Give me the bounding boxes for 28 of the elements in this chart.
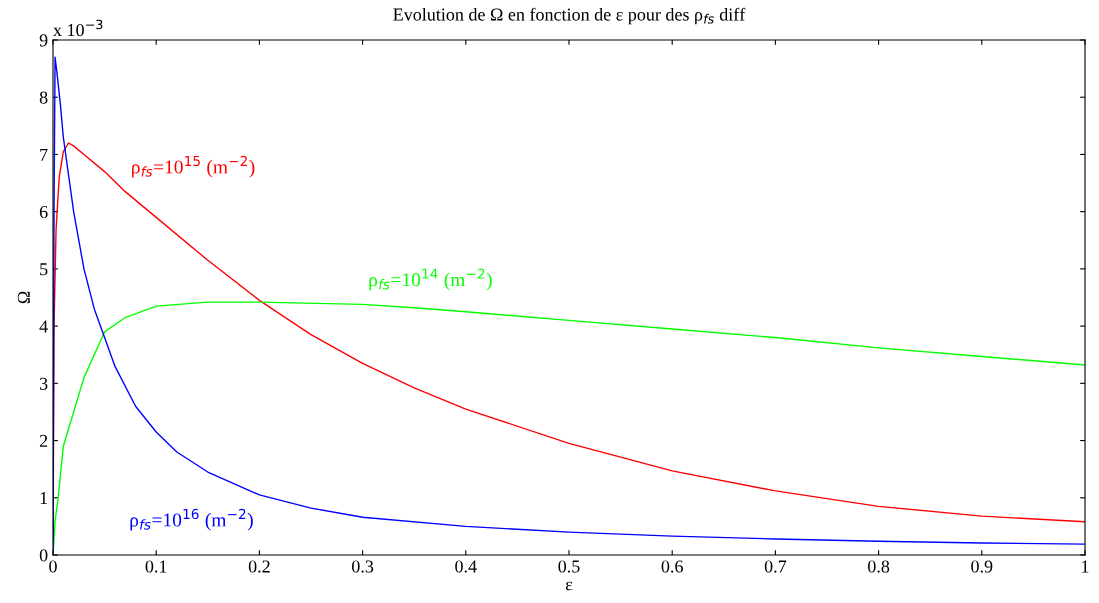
x-tick-label: 0 bbox=[49, 560, 57, 573]
y-tick-label: 3 bbox=[39, 377, 48, 390]
x-axis-title: ε bbox=[565, 581, 573, 591]
annotation: ρ$_{fs}$=10$^{16}$ (m$^{−2}$) bbox=[130, 508, 253, 531]
y-tick-label: 7 bbox=[40, 148, 48, 161]
y-tick-label: 9 bbox=[39, 34, 48, 47]
annotation: ρ$_{fs}$=10$^{14}$ (m$^{−2}$) bbox=[369, 268, 492, 291]
y-tick-label: 2 bbox=[39, 434, 48, 447]
x-tick-label: 1 bbox=[1082, 560, 1089, 573]
x-tick-label: 0.3 bbox=[352, 560, 374, 573]
y-axis-title: Ω bbox=[17, 291, 30, 304]
chart-title: Evolution de Ω en fonction de ε pour des ρ$_{fs}$ diff bbox=[393, 7, 746, 25]
y-tick-label: 8 bbox=[39, 91, 48, 104]
y-tick-label: 4 bbox=[39, 320, 48, 333]
x-tick-label: 0.5 bbox=[558, 560, 580, 573]
x-tick-label: 0.7 bbox=[764, 560, 787, 573]
y-tick-label: 1 bbox=[40, 492, 48, 505]
x-tick-label: 0.2 bbox=[248, 560, 270, 573]
x-tick-label: 0.9 bbox=[971, 560, 993, 573]
text: x 10$^{−3}$ bbox=[53, 19, 103, 37]
annotation: ρ$_{fs}$=10$^{15}$ (m$^{−2}$) bbox=[132, 155, 255, 178]
y-tick-label: 6 bbox=[39, 205, 48, 219]
x-tick-label: 0.8 bbox=[868, 560, 890, 573]
x-tick-label: 0.1 bbox=[145, 560, 167, 573]
x-tick-label: 0.4 bbox=[455, 560, 477, 573]
y-tick-label: 0 bbox=[39, 549, 48, 562]
y-tick-label: 5 bbox=[40, 263, 48, 276]
x-tick-label: 0.6 bbox=[661, 560, 683, 573]
